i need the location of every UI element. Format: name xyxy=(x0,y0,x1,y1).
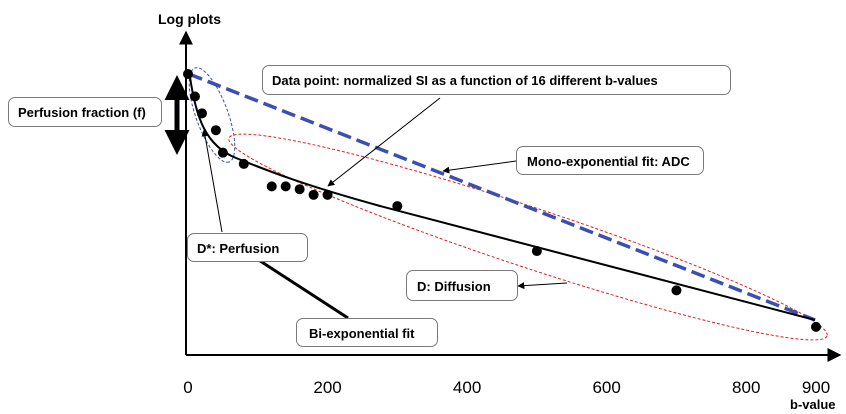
data-point xyxy=(210,125,221,136)
d-diffusion-annotation: D: Diffusion xyxy=(406,270,518,301)
data-point xyxy=(322,189,333,200)
data-point-annotation: Data point: normalized SI as a function … xyxy=(262,65,731,95)
d-star-arrow xyxy=(201,129,223,233)
perfusion-fraction-annotation: Perfusion fraction (f) xyxy=(8,97,162,127)
x-tick-label: 200 xyxy=(313,378,341,397)
data-point xyxy=(308,189,319,200)
data-point xyxy=(392,201,403,212)
perfusion-region-ellipse xyxy=(188,67,236,163)
data-point xyxy=(266,181,277,192)
data-point xyxy=(531,246,542,257)
x-axis-label: b-value xyxy=(790,397,836,412)
x-tick-label: 400 xyxy=(453,378,481,397)
data-point xyxy=(238,158,249,169)
mono-fit-annotation: Mono-exponential fit: ADC xyxy=(516,146,704,175)
data-point xyxy=(294,184,305,195)
x-tick-labels: 0 200 400 600 800 900 xyxy=(183,378,830,397)
data-point xyxy=(196,108,207,119)
d-star-annotation: D*: Perfusion xyxy=(187,233,308,262)
data-point xyxy=(811,321,821,332)
d-diffusion-arrow xyxy=(517,282,568,290)
data-point xyxy=(671,285,682,296)
x-tick-label: 900 xyxy=(802,378,830,397)
x-tick-label: 600 xyxy=(592,378,620,397)
data-point xyxy=(183,69,193,79)
mono-exponential-fit-line xyxy=(188,72,816,322)
bi-fit-annotation: Bi-exponential fit xyxy=(296,318,438,347)
data-point xyxy=(280,181,291,192)
y-axis-label: Log plots xyxy=(158,11,221,27)
data-point xyxy=(189,91,200,102)
bi-fit-leader-line xyxy=(253,255,349,320)
mono-fit-arrow xyxy=(442,160,517,174)
x-tick-label: 0 xyxy=(183,378,192,397)
diffusion-region-ellipse xyxy=(228,133,828,341)
data-point xyxy=(217,147,228,158)
x-tick-label: 800 xyxy=(732,378,760,397)
data-points xyxy=(183,69,821,332)
data-point-arrow xyxy=(327,97,441,187)
